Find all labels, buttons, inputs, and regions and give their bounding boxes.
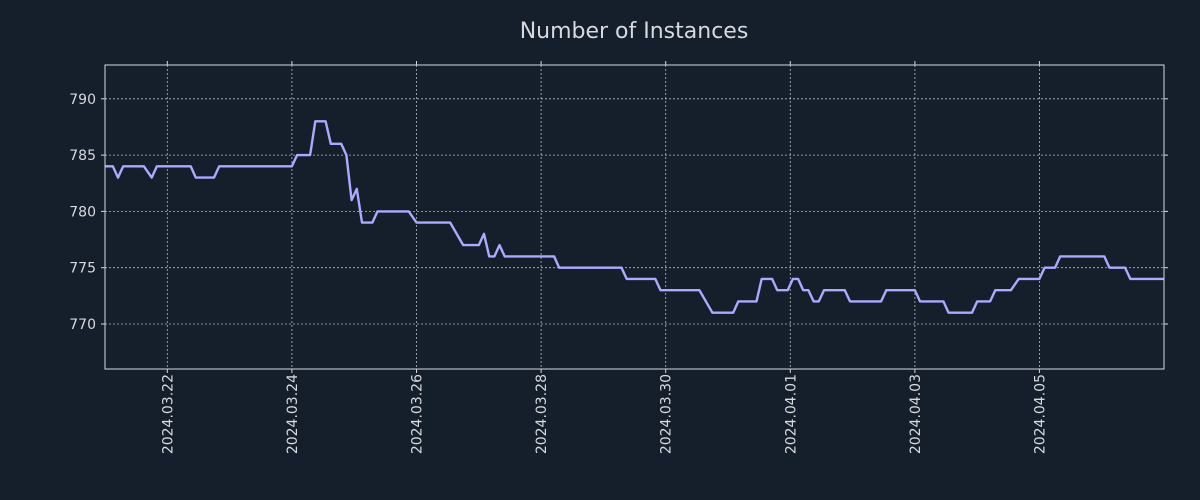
x-tick-label: 2024.03.30 bbox=[659, 374, 675, 454]
chart-title: Number of Instances bbox=[520, 19, 749, 44]
x-tick-labels: 2024.03.22 2024.03.24 2024.03.26 2024.03.28… bbox=[160, 374, 1048, 454]
y-tick-label: 770 bbox=[69, 317, 96, 333]
y-tick-label: 780 bbox=[69, 204, 96, 220]
x-tick-label: 2024.03.26 bbox=[410, 374, 426, 454]
y-tick-label: 785 bbox=[69, 148, 96, 164]
y-tick-label: 775 bbox=[69, 261, 96, 277]
y-tick-label: 790 bbox=[69, 92, 96, 108]
x-tick-label: 2024.03.22 bbox=[160, 374, 176, 454]
x-tick-label: 2024.04.03 bbox=[908, 374, 924, 454]
x-tick-label: 2024.03.24 bbox=[285, 374, 301, 454]
plot-frame bbox=[104, 64, 1165, 370]
grid-lines bbox=[105, 65, 1164, 369]
x-tick-label: 2024.03.28 bbox=[534, 374, 550, 454]
series-line bbox=[105, 120, 1164, 314]
series-layer bbox=[105, 120, 1164, 314]
y-tick-labels: 770 775 780 785 790 bbox=[69, 92, 96, 333]
x-tick-label: 2024.04.05 bbox=[1032, 374, 1048, 454]
x-tick-label: 2024.04.01 bbox=[783, 374, 799, 454]
axis-ticks bbox=[101, 61, 1168, 373]
